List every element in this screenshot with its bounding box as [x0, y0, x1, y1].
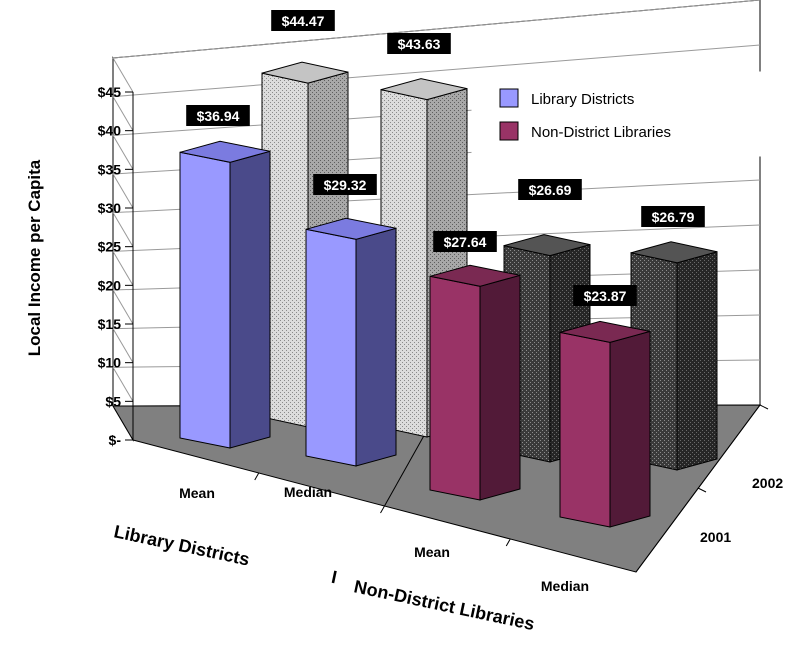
x-tick-mark [254, 472, 260, 481]
data-label-bg [518, 179, 582, 200]
y-tick-label: $45 [98, 84, 122, 100]
gridline-side [112, 135, 134, 170]
data-label-text: $26.69 [529, 182, 572, 198]
data-label-text: $29.32 [324, 177, 367, 193]
data-label-2002-0: $44.47 [271, 10, 335, 31]
depth-labels: 2001 2002 [700, 475, 783, 545]
data-label-bg [271, 10, 335, 31]
data-labels: $44.47 $36.94 $43.63 $29.32 $26.69 $27.64 $26.… [186, 10, 705, 306]
bar-2001-3 [559, 320, 651, 528]
data-label-text: $36.94 [197, 108, 240, 124]
data-label-bg [433, 231, 497, 252]
bar-front-face [305, 228, 357, 467]
legend-label-library-districts: Library Districts [531, 91, 634, 108]
x-tick-mark [380, 505, 385, 514]
group-label-library-districts: Library Districts [112, 521, 251, 569]
bar-top-face [380, 78, 468, 101]
bar-top-face [630, 241, 718, 264]
data-label-2001-3: $23.87 [573, 285, 637, 306]
y-axis-ticks: $- $5 $10 $15 $20 $25 $30 $35 $40 $45 [98, 84, 134, 448]
category-label: Median [284, 484, 332, 500]
y-tick-label: $30 [98, 200, 122, 216]
y-tick-label: $10 [98, 355, 122, 371]
y-tick-label: $20 [98, 277, 122, 293]
depth-label-2001: 2001 [700, 529, 731, 545]
legend-swatch-library-districts [499, 88, 519, 108]
legend-swatch-non-district-libraries [499, 121, 519, 141]
bar-2001-2 [429, 264, 521, 501]
data-label-text: $27.64 [444, 234, 487, 250]
gridline-side [112, 328, 134, 363]
group-label-non-district-libraries: Non-District Libraries [352, 576, 536, 634]
gridline-side [112, 173, 134, 209]
bar-front-face [559, 331, 611, 528]
gridline-side [112, 251, 134, 286]
bar-side-face [676, 251, 718, 471]
y-tick-label: $25 [98, 239, 122, 255]
data-label-2002-2: $26.69 [518, 179, 582, 200]
bar-front-face [429, 275, 481, 501]
depth-label-2002: 2002 [752, 475, 783, 491]
data-label-text: $26.79 [652, 209, 695, 225]
gridline [112, 0, 761, 59]
depth-tick-mark [697, 487, 707, 493]
bar-top-face [559, 320, 651, 343]
bar-top-face [261, 61, 349, 84]
gridline-side [112, 96, 134, 131]
y-tick-label: $- [109, 432, 122, 448]
data-label-2001-0: $36.94 [186, 105, 250, 126]
y-axis-label: Local Income per Capita [25, 159, 44, 356]
bar-side-face [229, 150, 271, 449]
bar-side-face [609, 330, 651, 528]
data-label-2002-3: $26.79 [641, 206, 705, 227]
data-label-bg [186, 105, 250, 126]
data-label-2001-2: $27.64 [433, 231, 497, 252]
gridline [112, 44, 761, 98]
data-label-bg [573, 285, 637, 306]
depth-tick-mark [759, 404, 769, 410]
legend-box [471, 71, 763, 157]
gridline-side [112, 57, 134, 93]
bar-front-face [179, 151, 231, 449]
y-tick-label: $15 [98, 316, 122, 332]
data-label-text: $43.63 [398, 36, 441, 52]
category-label: Mean [179, 485, 215, 501]
category-label: Mean [414, 544, 450, 560]
y-tick-label: $35 [98, 161, 122, 177]
data-label-2001-1: $29.32 [313, 174, 377, 195]
bar-2001-0 [179, 140, 271, 449]
y-tick-label: $5 [105, 393, 121, 409]
category-label: Median [541, 578, 589, 594]
bar-top-face [503, 234, 591, 257]
bar-top-face [179, 140, 271, 163]
bars [179, 61, 718, 528]
bar-top-face [305, 217, 397, 240]
y-tick-label: $40 [98, 123, 122, 139]
data-label-2002-1: $43.63 [387, 33, 451, 54]
group-separator-label: I [330, 567, 339, 588]
bar-side-face [479, 274, 521, 501]
bar-side-face [355, 227, 397, 467]
data-label-text: $23.87 [584, 288, 627, 304]
x-tick-mark [505, 538, 511, 547]
data-label-bg [641, 206, 705, 227]
data-label-bg [313, 174, 377, 195]
bar-top-face [429, 264, 521, 287]
data-label-text: $44.47 [282, 13, 325, 29]
gridline-side [112, 289, 134, 325]
legend: Library Districts Non-District Libraries [471, 71, 763, 157]
legend-label-non-district-libraries: Non-District Libraries [531, 124, 671, 141]
bar-2001-1 [305, 217, 397, 467]
gridline-side [112, 367, 134, 402]
data-label-bg [387, 33, 451, 54]
gridline-side [112, 212, 134, 247]
